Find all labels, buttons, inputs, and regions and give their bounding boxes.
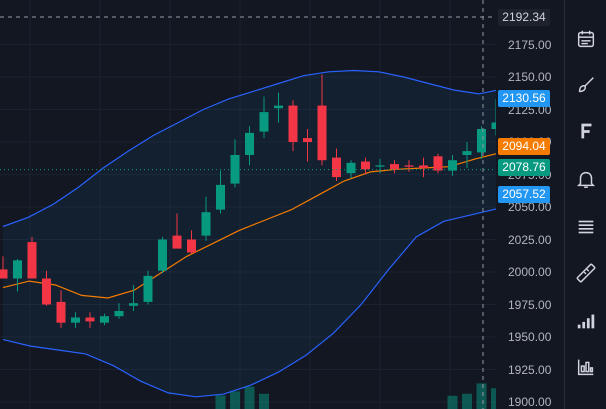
volume-bar bbox=[476, 383, 487, 409]
price-tick-label: 2175.00 bbox=[508, 37, 552, 52]
chart-icon[interactable] bbox=[571, 352, 601, 382]
candle-body bbox=[0, 269, 8, 279]
candle-body bbox=[27, 242, 37, 279]
candle-body bbox=[42, 278, 51, 305]
price-tick-label: 1975.00 bbox=[508, 297, 552, 312]
volume-bar bbox=[215, 395, 226, 409]
lower-band-price-tag: 2057.52 bbox=[498, 186, 550, 203]
brush-icon[interactable] bbox=[571, 70, 601, 100]
moving-average-price-tag: 2094.04 bbox=[498, 138, 550, 155]
candle-body bbox=[187, 239, 196, 253]
candle-body bbox=[158, 239, 167, 271]
list-icon[interactable] bbox=[571, 212, 601, 242]
f-icon[interactable] bbox=[571, 116, 601, 146]
volume-bar bbox=[244, 386, 255, 409]
price-tick-label: 2000.00 bbox=[508, 265, 552, 279]
candle-body bbox=[477, 129, 486, 153]
price-tick-label: 1900.00 bbox=[508, 395, 552, 409]
candle-body bbox=[288, 105, 298, 142]
signal-icon[interactable] bbox=[571, 306, 601, 336]
candle-body bbox=[448, 160, 457, 171]
candle-body bbox=[462, 151, 472, 155]
candle-body bbox=[390, 164, 399, 170]
candle-body bbox=[274, 105, 283, 109]
candle-body bbox=[346, 162, 356, 174]
price-tick-label: 2025.00 bbox=[508, 232, 552, 247]
price-tick-label: 1950.00 bbox=[508, 330, 552, 344]
price-tick-label: 2050.00 bbox=[508, 200, 552, 214]
upper-band-price-tag: 2130.56 bbox=[498, 90, 550, 107]
candle-body bbox=[71, 317, 80, 323]
candle-body bbox=[100, 316, 109, 323]
candle-body bbox=[404, 165, 414, 167]
volume-bar bbox=[230, 391, 240, 409]
candle-body bbox=[129, 303, 138, 306]
candle-body bbox=[114, 311, 124, 317]
candle-body bbox=[143, 275, 153, 302]
candle-body bbox=[85, 317, 95, 322]
volume-bar bbox=[447, 395, 458, 409]
last-price-tag: 2078.76 bbox=[498, 159, 550, 176]
drawing-toolbar bbox=[564, 0, 606, 409]
candle-body bbox=[317, 105, 327, 161]
candle-body bbox=[419, 165, 428, 168]
lower-band-line bbox=[2, 208, 496, 398]
crosshair-price-tag: 2192.34 bbox=[498, 9, 550, 26]
price-tick-label: 1925.00 bbox=[508, 362, 552, 377]
candle-body bbox=[259, 112, 269, 132]
candle-body bbox=[332, 157, 341, 178]
candle-body bbox=[433, 156, 443, 171]
candle-body bbox=[216, 184, 225, 210]
candle-body bbox=[56, 301, 66, 323]
moving-average-line bbox=[2, 153, 496, 299]
candle-body bbox=[375, 165, 385, 167]
bollinger-fill bbox=[3, 70, 496, 397]
chart-area[interactable] bbox=[0, 0, 496, 409]
calendar-icon[interactable] bbox=[571, 24, 601, 54]
candle-body bbox=[201, 212, 211, 236]
bell-icon[interactable] bbox=[571, 164, 601, 194]
candle-body bbox=[491, 122, 496, 129]
candle-body bbox=[230, 155, 240, 184]
ruler-icon[interactable] bbox=[571, 258, 601, 288]
price-chart[interactable] bbox=[0, 0, 496, 409]
candle-body bbox=[361, 161, 370, 170]
candle-body bbox=[13, 260, 22, 279]
volume-bar bbox=[259, 393, 269, 409]
volume-bar bbox=[462, 393, 472, 409]
candle-body bbox=[303, 138, 312, 142]
price-tick-label: 2150.00 bbox=[508, 70, 552, 84]
price-axis[interactable]: 2175.002150.002125.002100.002075.002050.… bbox=[496, 0, 564, 409]
candle-body bbox=[245, 132, 254, 155]
volume-bar bbox=[491, 388, 496, 409]
upper-band-line bbox=[2, 69, 496, 228]
candle-body bbox=[172, 235, 182, 249]
